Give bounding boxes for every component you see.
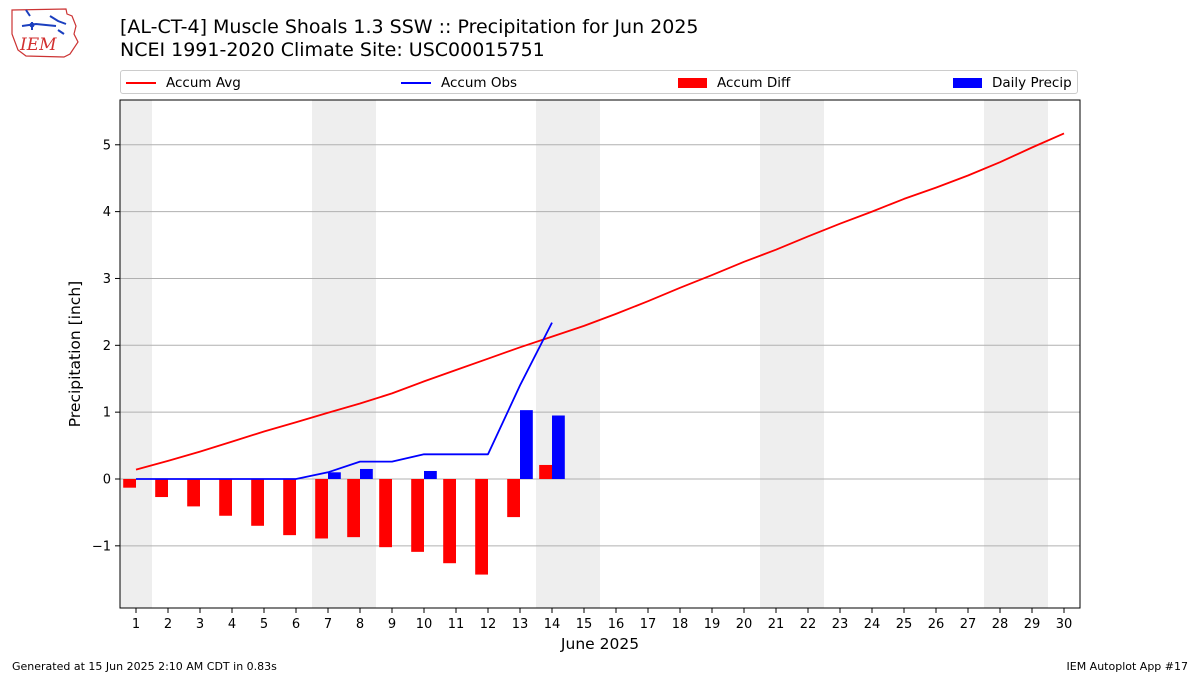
y-tick-label: −1 bbox=[92, 539, 111, 554]
accum-diff-bar bbox=[379, 478, 392, 548]
accum-diff-bar bbox=[187, 478, 200, 507]
x-tick-label: 15 bbox=[576, 617, 593, 632]
legend-item-daily-precip: Daily Precip bbox=[953, 74, 1072, 92]
x-tick-label: 20 bbox=[736, 617, 753, 632]
x-tick-label: 26 bbox=[928, 617, 945, 632]
x-tick-label: 8 bbox=[356, 617, 364, 632]
x-tick-label: 6 bbox=[292, 617, 300, 632]
x-tick-label: 7 bbox=[324, 617, 332, 632]
x-tick-label: 17 bbox=[640, 617, 657, 632]
daily-precip-bar bbox=[360, 468, 373, 479]
accum-diff-bar bbox=[219, 478, 232, 516]
legend-label-accum-diff: Accum Diff bbox=[717, 75, 791, 91]
x-tick-label: 21 bbox=[768, 617, 785, 632]
x-tick-label: 29 bbox=[1024, 617, 1041, 632]
x-tick-label: 1 bbox=[132, 617, 140, 632]
x-tick-label: 19 bbox=[704, 617, 721, 632]
y-tick-label: 0 bbox=[103, 472, 111, 487]
accum-diff-bar bbox=[411, 478, 424, 552]
daily-precip-bar bbox=[424, 470, 437, 479]
x-tick-label: 24 bbox=[864, 617, 881, 632]
y-tick-label: 5 bbox=[103, 138, 111, 153]
daily-precip-bar bbox=[328, 472, 341, 479]
x-tick-label: 30 bbox=[1056, 617, 1073, 632]
y-tick-label: 4 bbox=[103, 205, 111, 220]
legend-label-accum-avg: Accum Avg bbox=[166, 75, 241, 91]
y-tick-label: 3 bbox=[103, 272, 111, 287]
plot-frame bbox=[119, 99, 1081, 609]
x-tick-label: 14 bbox=[544, 617, 561, 632]
legend-item-accum-obs: Accum Obs bbox=[401, 74, 517, 92]
footer-generated: Generated at 15 Jun 2025 2:10 AM CDT in … bbox=[12, 660, 277, 673]
legend-swatch-accum-diff bbox=[678, 78, 707, 88]
y-tick-label: 2 bbox=[103, 339, 111, 354]
x-tick-label: 13 bbox=[512, 617, 529, 632]
x-tick-label: 3 bbox=[196, 617, 204, 632]
chart-subtitle: NCEI 1991-2020 Climate Site: USC00015751 bbox=[120, 39, 545, 61]
weekend-shading bbox=[536, 100, 600, 608]
accum-diff-bar bbox=[443, 478, 456, 564]
x-tick-label: 4 bbox=[228, 617, 236, 632]
accum-obs-line bbox=[136, 322, 553, 480]
x-tick-label: 11 bbox=[448, 617, 465, 632]
accum-diff-bar bbox=[315, 478, 328, 539]
weekend-shading bbox=[120, 100, 152, 608]
x-axis-label: June 2025 bbox=[560, 635, 639, 653]
x-tick-label: 9 bbox=[388, 617, 396, 632]
accum-diff-bar bbox=[283, 478, 296, 536]
footer-app: IEM Autoplot App #17 bbox=[1066, 660, 1189, 673]
legend-swatch-accum-obs bbox=[401, 82, 431, 84]
legend-item-accum-diff: Accum Diff bbox=[678, 74, 790, 92]
chart-title: [AL-CT-4] Muscle Shoals 1.3 SSW :: Preci… bbox=[120, 16, 699, 38]
legend: Accum Avg Accum Obs Accum Diff Daily Pre… bbox=[120, 70, 1078, 94]
x-tick-label: 10 bbox=[416, 617, 433, 632]
x-tick-label: 27 bbox=[960, 617, 977, 632]
accum-diff-bar bbox=[347, 478, 360, 538]
x-tick-label: 28 bbox=[992, 617, 1009, 632]
weekend-shading bbox=[984, 100, 1048, 608]
accum-diff-bar bbox=[507, 478, 520, 518]
x-tick-label: 22 bbox=[800, 617, 817, 632]
x-tick-label: 2 bbox=[164, 617, 172, 632]
x-tick-label: 12 bbox=[480, 617, 497, 632]
legend-swatch-daily-precip bbox=[953, 78, 982, 88]
accum-avg-line bbox=[135, 132, 1065, 471]
iem-logo: IEM bbox=[11, 8, 79, 58]
accum-diff-bar bbox=[251, 478, 264, 526]
x-tick-label: 25 bbox=[896, 617, 913, 632]
x-tick-label: 23 bbox=[832, 617, 849, 632]
accum-diff-bar bbox=[123, 478, 136, 488]
weekend-shading bbox=[760, 100, 824, 608]
logo-text: IEM bbox=[19, 35, 57, 55]
daily-precip-bar bbox=[552, 415, 565, 479]
accum-diff-bar bbox=[539, 464, 552, 479]
legend-item-accum-avg: Accum Avg bbox=[126, 74, 241, 92]
legend-label-accum-obs: Accum Obs bbox=[441, 75, 518, 91]
legend-label-daily-precip: Daily Precip bbox=[992, 75, 1072, 91]
accum-diff-bar bbox=[155, 478, 168, 498]
y-tick-label: 1 bbox=[103, 406, 111, 421]
daily-precip-bar bbox=[520, 410, 533, 479]
x-tick-label: 16 bbox=[608, 617, 625, 632]
x-tick-label: 5 bbox=[260, 617, 268, 632]
accum-diff-bar bbox=[475, 478, 488, 575]
legend-swatch-accum-avg bbox=[126, 82, 156, 84]
y-axis-label: Precipitation [inch] bbox=[66, 281, 84, 427]
x-tick-label: 18 bbox=[672, 617, 689, 632]
